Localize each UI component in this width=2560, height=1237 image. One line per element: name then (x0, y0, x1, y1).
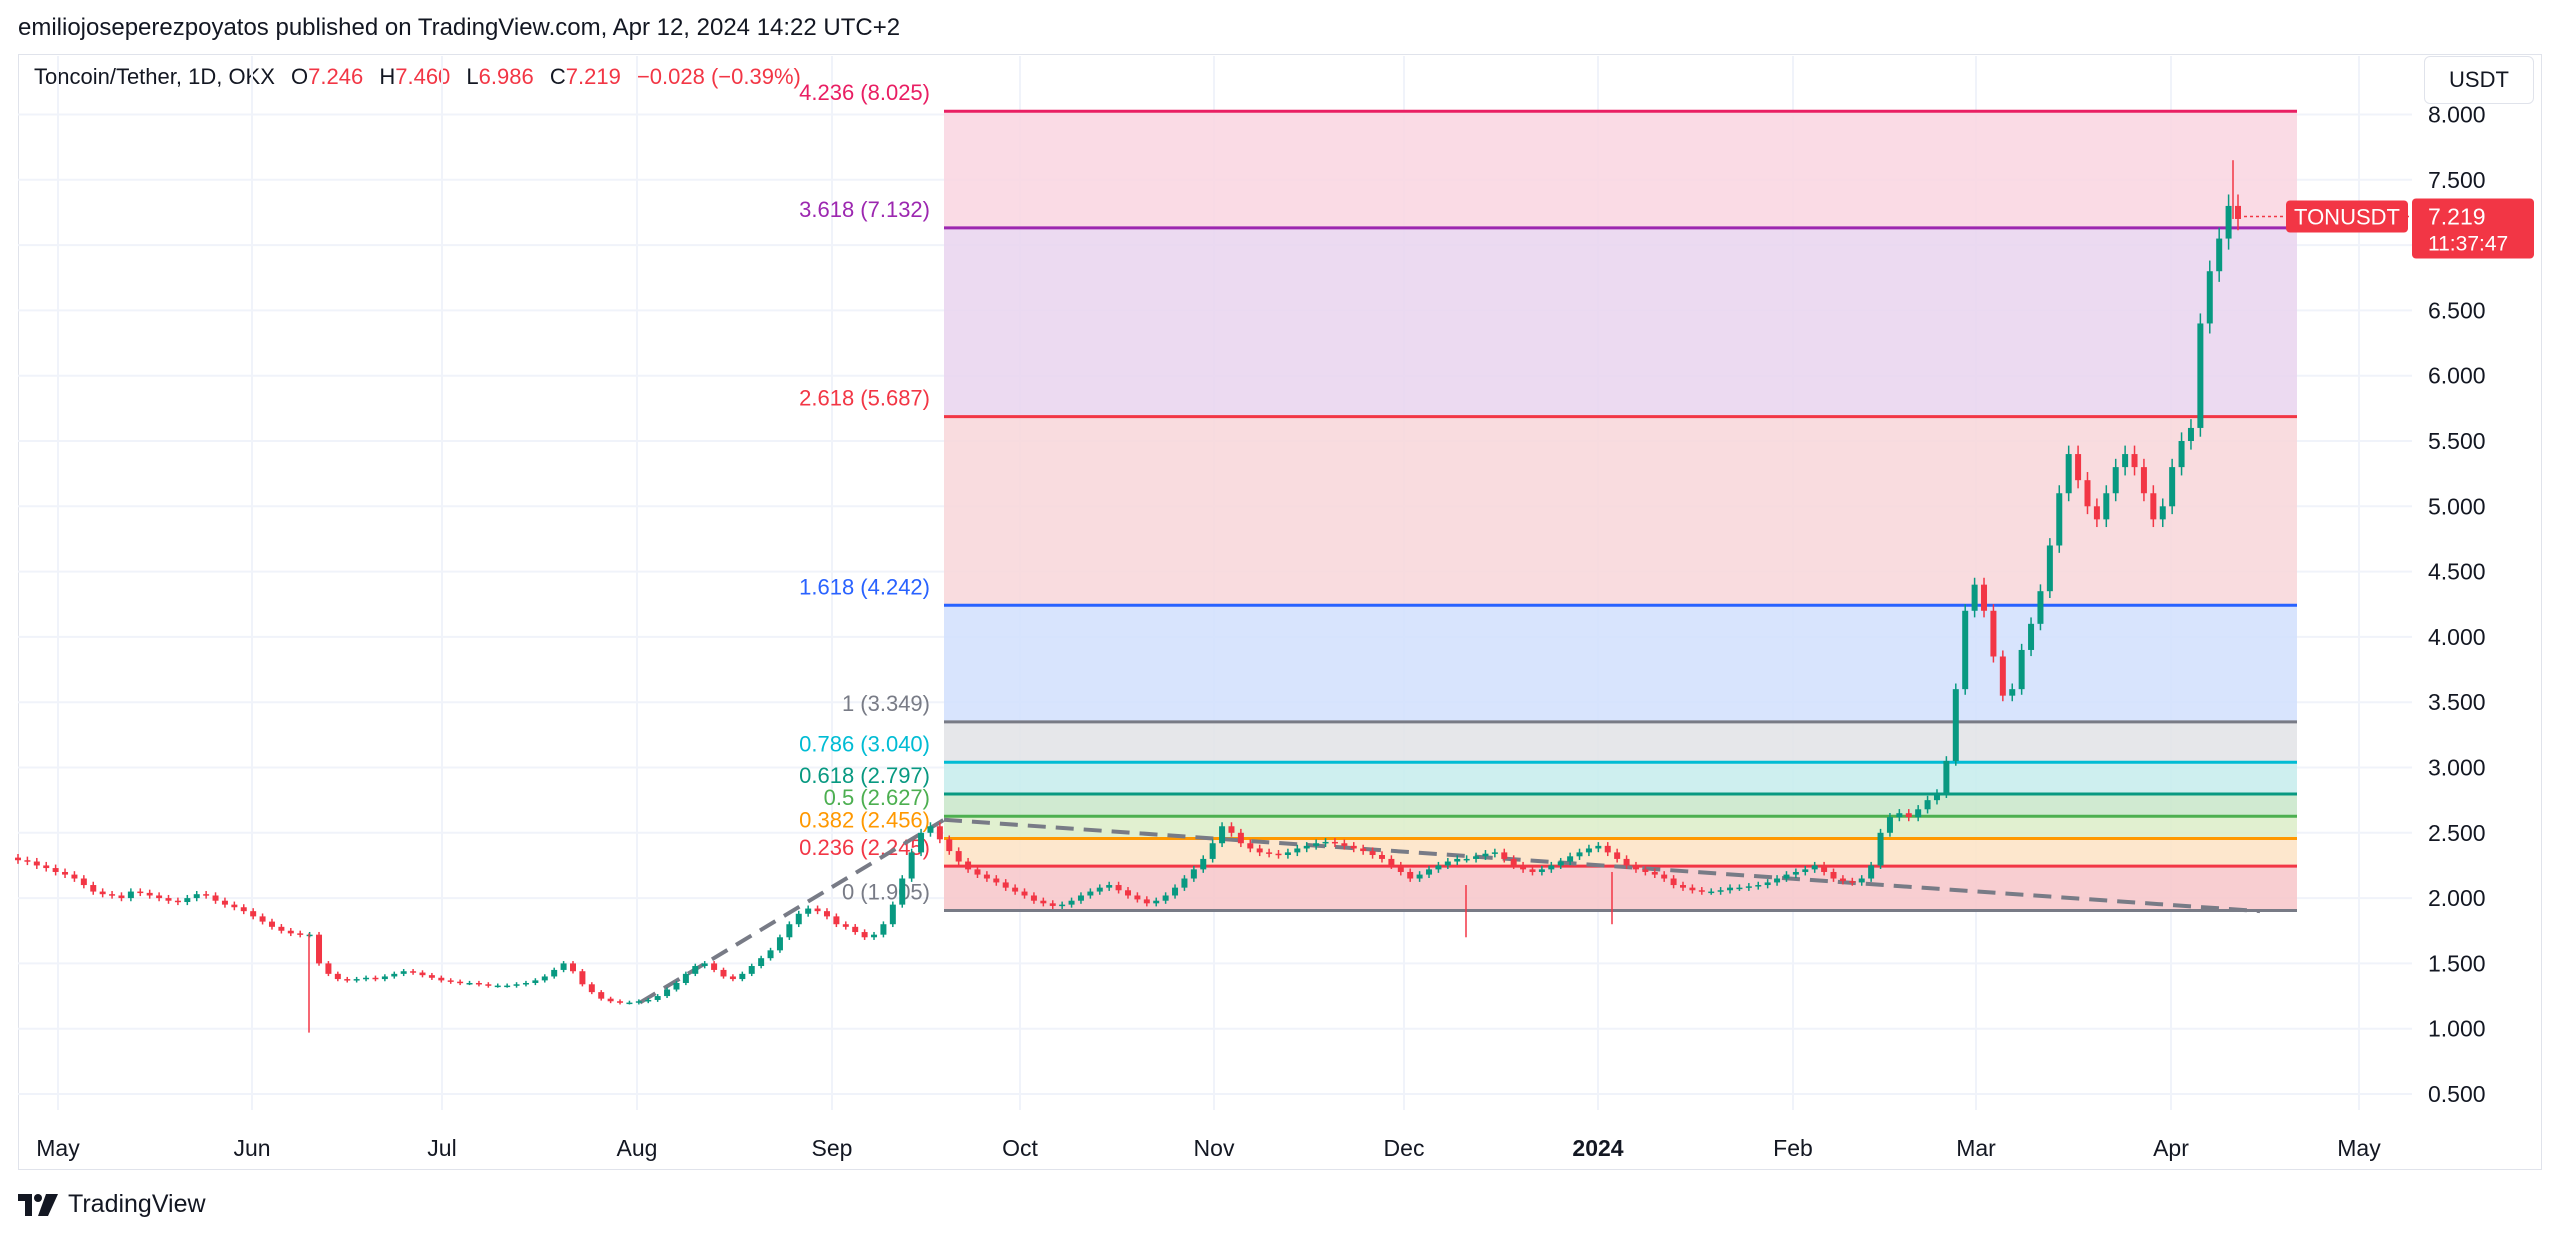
open-value: 7.246 (308, 64, 364, 89)
tradingview-logo-icon (18, 1193, 58, 1216)
symbol-legend: Toncoin/Tether, 1D, OKX O7.246 H7.460 L6… (34, 64, 801, 90)
chart-frame[interactable] (18, 54, 2542, 1170)
open-label: O (291, 64, 309, 89)
footer[interactable]: TradingView (18, 1190, 206, 1219)
high-label: H (379, 64, 396, 89)
low-label: L (466, 64, 479, 89)
footer-brand: TradingView (68, 1190, 206, 1218)
currency-button[interactable]: USDT (2424, 56, 2534, 104)
close-label: C (549, 64, 566, 89)
close-value: 7.219 (565, 64, 621, 89)
change-value: −0.028 (−0.39%) (636, 64, 801, 89)
publisher-line: emiliojoseperezpoyatos published on Trad… (18, 14, 901, 41)
high-value: 7.460 (395, 64, 451, 89)
low-value: 6.986 (478, 64, 534, 89)
symbol-name[interactable]: Toncoin/Tether, 1D, OKX (34, 64, 275, 89)
